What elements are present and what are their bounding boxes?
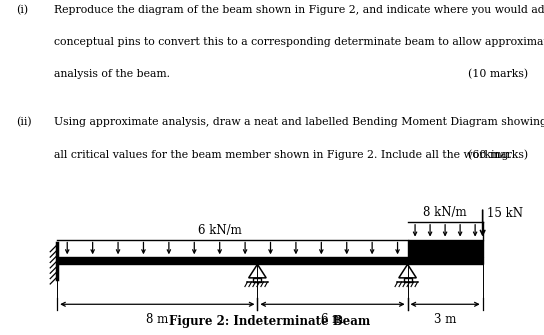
Text: all critical values for the beam member shown in Figure 2. Include all the worki: all critical values for the beam member … [54,149,512,159]
Text: 6 m: 6 m [322,313,344,326]
Text: conceptual pins to convert this to a corresponding determinate beam to allow app: conceptual pins to convert this to a cor… [54,37,544,47]
Text: (60 marks): (60 marks) [467,149,528,160]
Text: (10 marks): (10 marks) [467,69,528,79]
Text: Figure 2: Indeterminate Beam: Figure 2: Indeterminate Beam [169,316,370,328]
Bar [407,240,483,257]
Bar [404,278,412,282]
Bar [254,278,262,282]
Text: (i): (i) [16,5,28,15]
Text: 8 kN/m: 8 kN/m [423,206,467,219]
Text: 15 kN: 15 kN [487,207,523,220]
Text: 8 m: 8 m [146,313,169,326]
Text: analysis of the beam.: analysis of the beam. [54,69,170,79]
Text: Using approximate analysis, draw a neat and labelled Bending Moment Diagram show: Using approximate analysis, draw a neat … [54,117,544,127]
Text: 6 kN/m: 6 kN/m [198,224,242,237]
Text: Reproduce the diagram of the beam shown in Figure 2, and indicate where you woul: Reproduce the diagram of the beam shown … [54,5,544,15]
Bar [57,257,483,264]
Text: 3 m: 3 m [434,313,456,326]
Text: (ii): (ii) [16,117,32,128]
